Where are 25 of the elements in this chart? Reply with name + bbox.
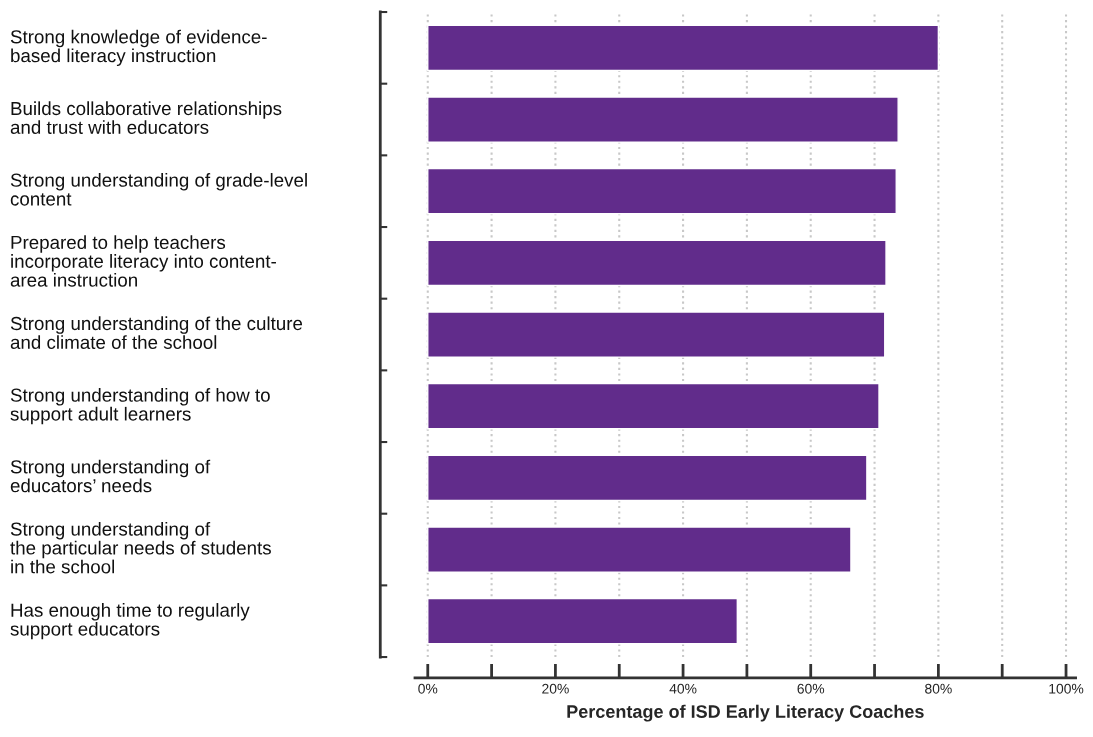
bar (427, 96, 899, 143)
bar (427, 526, 852, 573)
y-tick-label: Prepared to help teachers incorporate literacy into content- area instruction (10, 235, 276, 287)
y-tick-label: Strong understanding of the culture and climate of the school (10, 316, 303, 349)
bar (427, 167, 897, 215)
y-tick-label: Strong understanding of how to support adult learners (10, 388, 270, 425)
bar (427, 311, 886, 358)
x-tick-label: 100% (1049, 683, 1084, 694)
x-tick-label: 20% (542, 683, 569, 694)
bar (427, 454, 868, 502)
x-tick-label: 60% (797, 683, 825, 694)
bar (427, 24, 940, 72)
y-tick-label: Strong understanding of grade-level content (10, 173, 307, 206)
y-tick-label: Strong knowledge of evidence- based literacy instruction (10, 29, 267, 67)
x-tick-label: 40% (669, 683, 697, 694)
y-tick-label: Strong understanding of educators’ needs (10, 459, 211, 493)
x-axis-title: Percentage of ISD Early Literacy Coaches (567, 704, 924, 722)
y-tick-label: Has enough time to regularly support educators (10, 603, 250, 640)
bar (427, 597, 739, 645)
y-tick-label: Builds collaborative relationships and trust with educators (10, 101, 282, 134)
x-tick-label: 80% (925, 683, 952, 694)
bar (427, 239, 887, 287)
y-tick-label: Strong understanding of the particular needs of students in the school (10, 521, 271, 574)
x-tick-label: 0% (418, 683, 438, 694)
bar (427, 382, 880, 430)
